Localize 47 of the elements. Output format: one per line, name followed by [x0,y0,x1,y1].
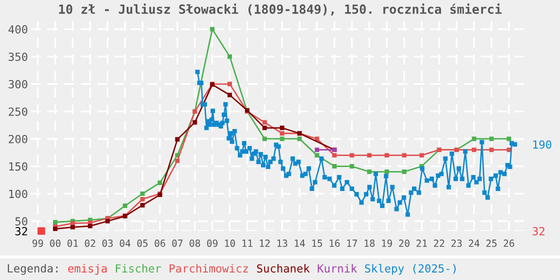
x-tick-label: 15 [312,240,322,247]
x-tick-label: 14 [294,240,305,247]
y-tick-label: 100 [9,190,28,198]
y2-tick-label: 32 [532,227,544,236]
x-tick-label: 19 [382,240,392,247]
y-tick-label: 300 [8,80,28,88]
x-tick-label: 09 [207,240,218,247]
x-tick-label: 24 [468,240,480,247]
text: emisja [68,264,107,275]
x-tick-label: 22 [434,240,444,247]
x-tick-label: 02 [84,240,96,247]
chart-title: 10 zł - Juliusz Słowacki (1809-1849), 150. rocznica śmierci [59,4,502,16]
x-tick-label: 16 [330,240,340,247]
x-tick-label: 01 [67,240,78,247]
x-tick-label: 25 [486,240,497,247]
x-tick-label: 13 [277,240,288,247]
x-tick-label: 11 [242,240,252,247]
y-tick-label: 400 [8,25,28,34]
x-tick-label: 23 [451,240,462,247]
y-tick-label: 200 [8,134,28,144]
y-tick-label: 250 [8,107,28,116]
x-tick-label: 07 [172,240,183,247]
text: Kurnik [318,264,358,273]
x-tick-label: 06 [154,240,166,247]
y-tick-label: 32 [15,227,28,236]
x-tick-label: 12 [260,240,270,247]
x-tick-label: 08 [190,240,200,247]
x-tick-label: 00 [50,240,60,247]
text: Fischer [116,264,162,273]
x-tick-label: 99 [32,240,43,247]
y-tick-label: 50 [15,217,28,226]
y-tick-label: 150 [9,162,28,171]
x-tick-label: 10 [225,240,235,247]
x-tick-label: 03 [102,240,113,247]
x-tick-label: 26 [504,240,514,247]
x-tick-label: 21 [416,240,427,247]
text: Sklepy (2025-) [365,264,456,275]
x-tick-label: 04 [120,240,130,247]
x-tick-label: 20 [399,240,410,247]
text: Parchimowicz [170,264,248,273]
x-tick-label: 05 [137,240,148,247]
x-tick-label: 17 [347,240,358,247]
y-tick-label: 350 [8,52,28,61]
legend-title: Legenda: [8,264,58,275]
text: Suchanek [257,264,310,273]
x-tick-label: 18 [364,240,375,247]
y2-tick-label: 190 [533,140,552,149]
